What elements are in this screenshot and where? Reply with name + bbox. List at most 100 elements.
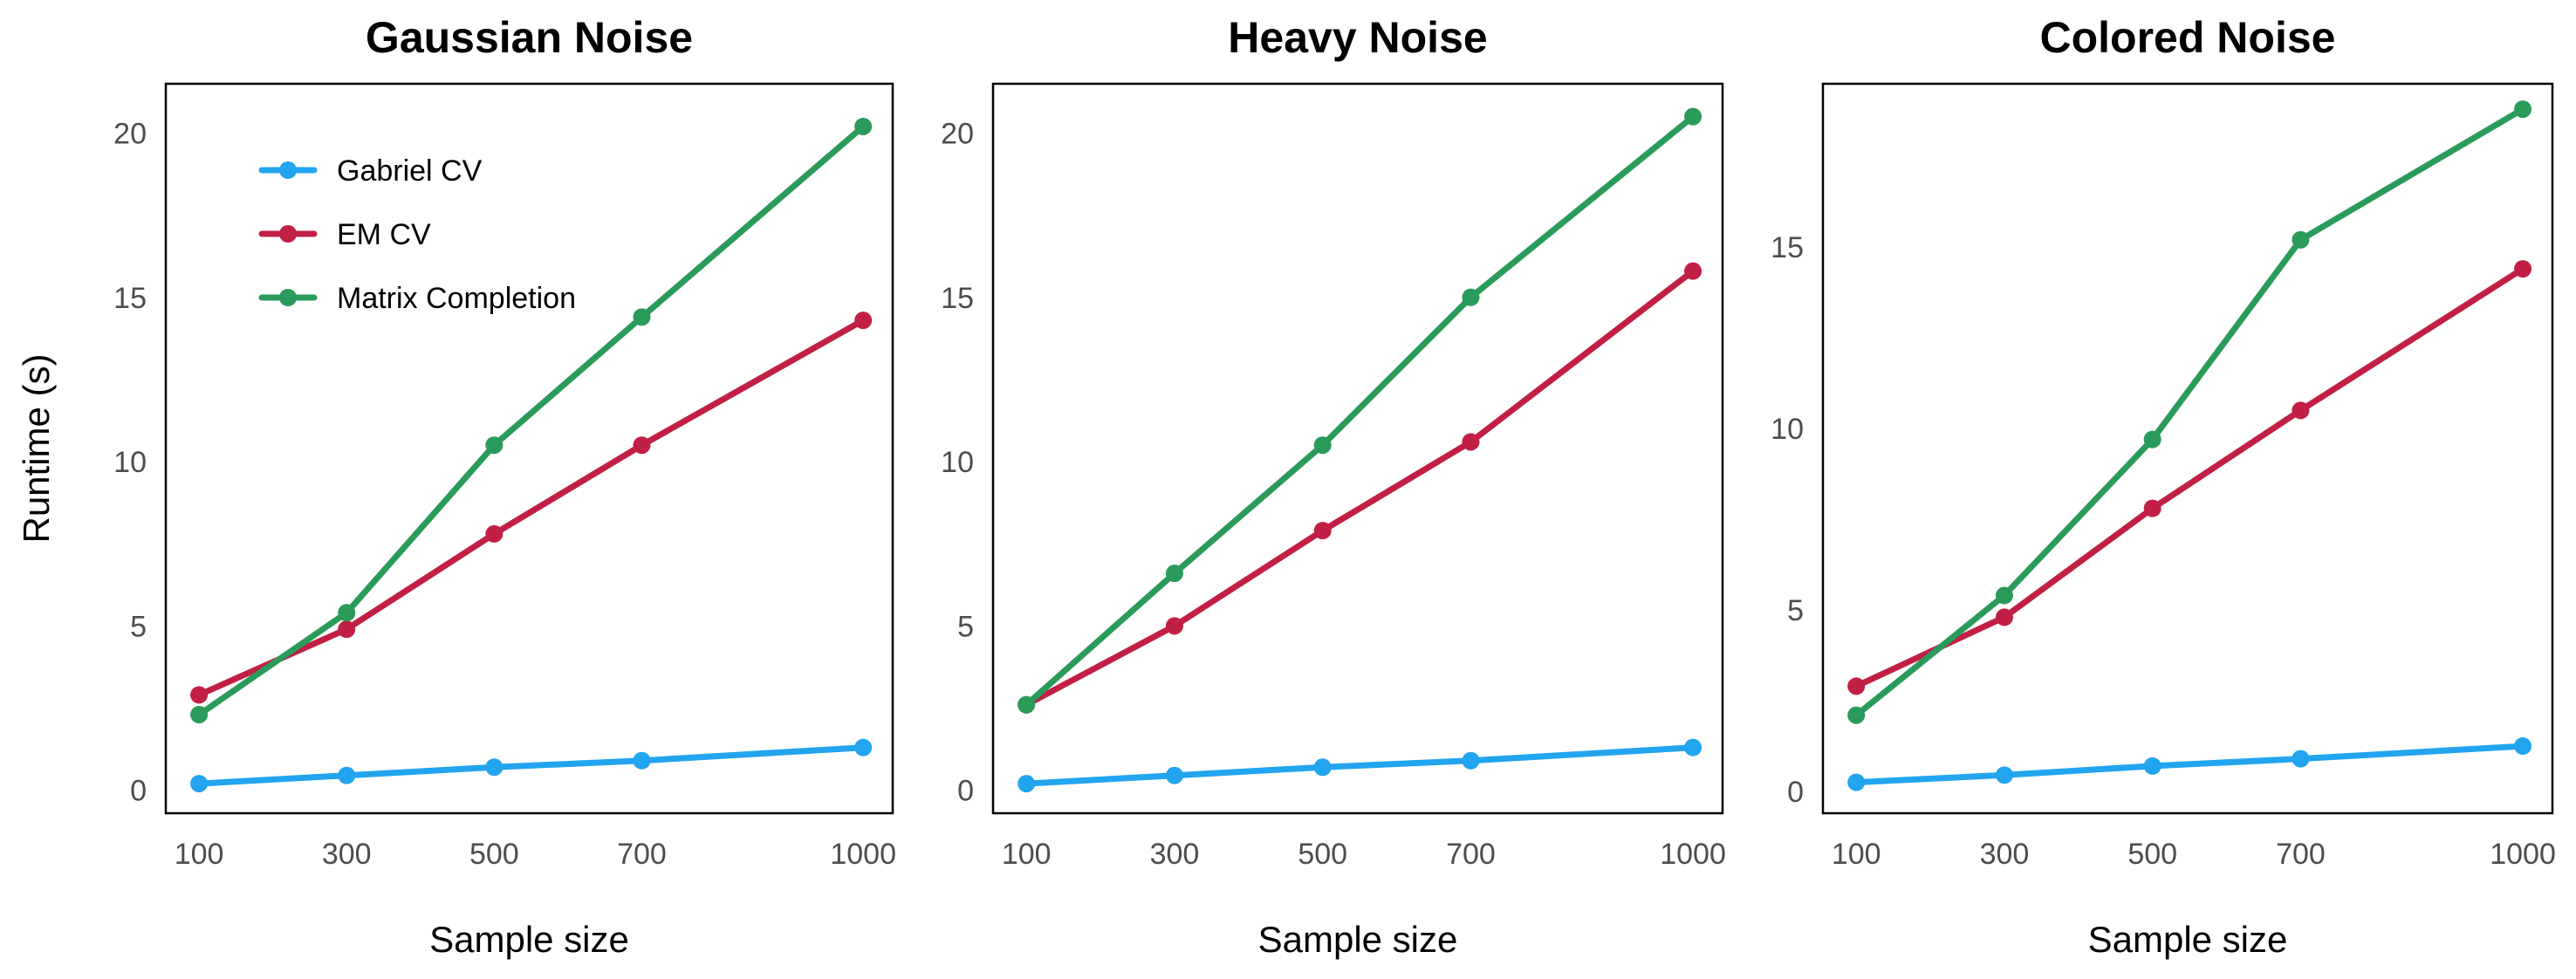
x-tick-label: 700 [2276, 838, 2326, 871]
x-axis-title: Sample size [429, 919, 629, 960]
x-tick-label: 500 [2127, 838, 2177, 871]
data-point-matrix-completion [338, 604, 356, 622]
legend-marker-matrix-completion [279, 289, 297, 306]
y-tick-label: 5 [130, 610, 147, 643]
series-line-matrix-completion [195, 123, 867, 718]
y-axis-title: Runtime (s) [16, 353, 57, 543]
series-line-gabriel-cv [1853, 743, 2526, 786]
plot-frame [164, 82, 894, 815]
legend-marker-gabriel-cv [279, 161, 297, 179]
x-tick-label: 500 [469, 838, 519, 871]
x-axis-title: Sample size [1258, 919, 1458, 960]
series-line-em-cv [195, 317, 867, 698]
y-tick-label: 10 [941, 446, 974, 479]
data-point-matrix-completion [1165, 565, 1183, 583]
data-point-gabriel-cv [854, 738, 873, 756]
series-line-gabriel-cv [195, 744, 867, 787]
data-point-em-cv [2292, 401, 2310, 420]
x-tick-label: 500 [1298, 838, 1347, 871]
x-axis-title: Sample size [2088, 919, 2288, 960]
x-tick-label: 300 [1150, 838, 1200, 871]
data-point-em-cv [2514, 260, 2532, 278]
x-tick-label: 300 [322, 838, 372, 871]
y-tick-label: 20 [113, 117, 147, 150]
data-point-matrix-completion [854, 117, 873, 135]
data-point-em-cv [854, 312, 873, 330]
data-point-gabriel-cv [1847, 773, 1866, 791]
data-point-gabriel-cv [2292, 750, 2310, 768]
data-point-em-cv [1313, 522, 1332, 540]
x-tick-label: 700 [1446, 838, 1496, 871]
chart-panel-1: Gaussian Noise 0 5 10 15 20 100 300 500 700 1000 Sa… [16, 13, 896, 960]
y-tick-label: 0 [130, 775, 147, 808]
chart-panel-3: Colored Noise 0 5 10 15 100 300 500 700 1000 Sampl… [1771, 13, 2556, 960]
data-point-gabriel-cv [485, 758, 504, 777]
series-line-em-cv [1023, 268, 1696, 709]
data-point-em-cv [485, 524, 504, 543]
y-tick-label: 15 [941, 282, 974, 315]
panel-title: Colored Noise [2040, 13, 2336, 62]
data-point-gabriel-cv [633, 751, 651, 770]
data-point-gabriel-cv [1995, 766, 2013, 784]
legend-marker-em-cv [279, 225, 297, 243]
y-tick-label: 5 [1787, 594, 1804, 627]
y-tick-label: 10 [113, 446, 147, 479]
series-line-em-cv [1853, 265, 2526, 689]
data-point-matrix-completion [190, 706, 209, 724]
panel-title: Gaussian Noise [366, 13, 693, 62]
x-tick-label: 100 [1002, 838, 1052, 871]
data-point-em-cv [1165, 617, 1183, 635]
legend-label-gabriel-cv: Gabriel CV [337, 154, 483, 188]
data-point-matrix-completion [1462, 288, 1480, 306]
data-point-em-cv [1847, 677, 1866, 695]
y-tick-label: 5 [957, 610, 974, 643]
data-point-em-cv [2143, 499, 2162, 517]
chart-panel-2: Heavy Noise 0 5 10 15 20 100 300 500 700 1000 Sampl… [941, 13, 1726, 960]
legend: Gabriel CV EM CV Matrix Completion [258, 154, 576, 315]
y-tick-label: 0 [1787, 776, 1804, 809]
data-point-gabriel-cv [1313, 758, 1332, 777]
y-tick-label: 15 [113, 282, 147, 315]
data-point-matrix-completion [2143, 430, 2162, 448]
data-point-gabriel-cv [1017, 775, 1036, 793]
data-point-matrix-completion [1684, 107, 1702, 126]
panel-title: Heavy Noise [1228, 13, 1487, 62]
x-tick-label: 700 [617, 838, 667, 871]
plot-frame [991, 82, 1724, 815]
series-line-matrix-completion [1023, 113, 1696, 709]
x-tick-label: 300 [1980, 838, 2030, 871]
data-point-em-cv [190, 686, 209, 704]
data-point-matrix-completion [1313, 436, 1332, 455]
data-point-gabriel-cv [1165, 766, 1183, 784]
data-point-gabriel-cv [338, 766, 356, 784]
data-point-em-cv [633, 436, 651, 455]
x-tick-label: 100 [175, 838, 224, 871]
data-point-matrix-completion [633, 308, 651, 326]
data-point-gabriel-cv [1684, 738, 1702, 756]
data-point-gabriel-cv [1462, 751, 1480, 770]
x-tick-label: 1000 [1660, 838, 1726, 871]
plot-frame [1821, 82, 2554, 815]
data-point-em-cv [1462, 433, 1480, 451]
y-tick-label: 20 [941, 117, 974, 150]
series-line-matrix-completion [1853, 106, 2526, 719]
y-tick-label: 15 [1771, 231, 1804, 264]
legend-label-em-cv: EM CV [337, 218, 431, 251]
y-tick-label: 0 [957, 775, 974, 808]
x-tick-label: 1000 [2490, 838, 2556, 871]
data-point-em-cv [1995, 608, 2013, 626]
data-point-em-cv [338, 620, 356, 639]
legend-label-matrix-completion: Matrix Completion [337, 282, 576, 315]
data-point-matrix-completion [2292, 230, 2310, 249]
y-tick-label: 10 [1771, 413, 1804, 446]
data-point-matrix-completion [1017, 695, 1036, 714]
data-point-matrix-completion [2514, 100, 2532, 119]
data-point-matrix-completion [485, 436, 504, 455]
x-tick-label: 1000 [830, 838, 896, 871]
data-point-gabriel-cv [2143, 756, 2162, 775]
series-line-gabriel-cv [1023, 744, 1696, 787]
data-point-matrix-completion [1847, 706, 1866, 724]
data-point-matrix-completion [1995, 586, 2013, 605]
x-tick-label: 100 [1832, 838, 1881, 871]
